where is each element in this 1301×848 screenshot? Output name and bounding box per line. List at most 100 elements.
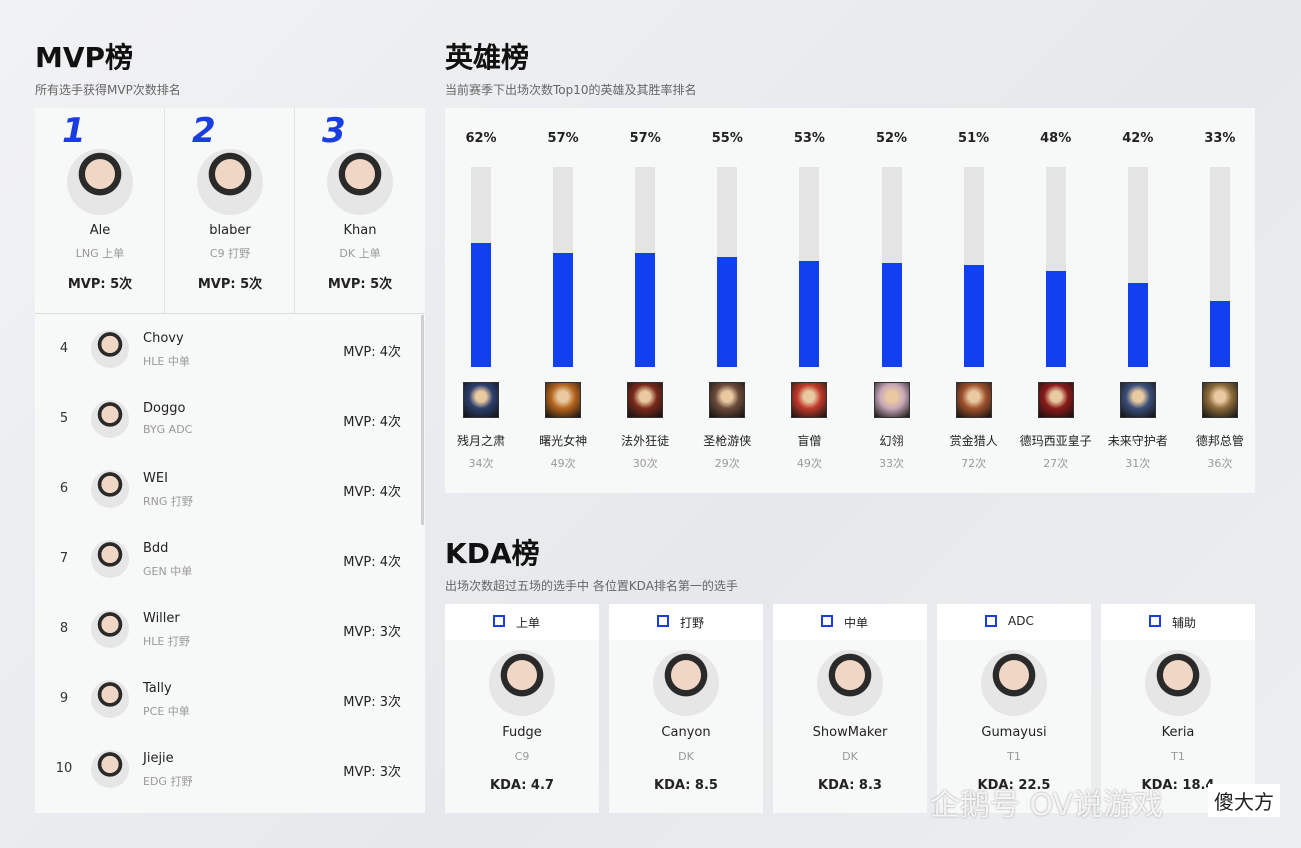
value-label: 62% [465, 131, 497, 146]
hero-icon [955, 382, 992, 418]
hero-games: 30次 [632, 457, 658, 470]
mvp-title: MVP榜 [35, 41, 134, 74]
player-name: Chovy [143, 331, 184, 346]
bar [1209, 301, 1230, 367]
hero-games: 34次 [468, 457, 494, 470]
mvp-count: MVP: 3次 [343, 695, 401, 710]
mvp-count: MVP: 4次 [343, 555, 401, 570]
avatar [91, 750, 129, 788]
kda-value: KDA: 18.4 [1141, 778, 1215, 793]
hero-games: 29次 [714, 457, 740, 470]
position-icon [821, 615, 833, 627]
scrollbar[interactable] [421, 315, 424, 525]
player-team: HLE 打野 [143, 635, 190, 648]
player-name: Willer [143, 611, 180, 626]
player-name: Canyon [661, 725, 711, 740]
kda-title: KDA榜 [445, 537, 540, 570]
bar [799, 261, 820, 367]
avatar [91, 680, 129, 718]
rank: 7 [59, 551, 69, 566]
kda-card-header [773, 604, 927, 640]
divider [164, 108, 165, 313]
hero-name: 未来守护者 [1107, 434, 1168, 448]
value-label: 55% [711, 131, 743, 146]
hero-icon [627, 382, 664, 418]
player-team: DK 上单 [339, 247, 381, 260]
avatar [653, 650, 719, 716]
mvp-count: MVP: 5次 [197, 277, 263, 292]
mvp-count: MVP: 3次 [343, 765, 401, 780]
hero-icon [791, 382, 828, 418]
avatar [91, 540, 129, 578]
avatar [67, 149, 133, 215]
divider [35, 313, 425, 314]
player-name: Gumayusi [981, 725, 1047, 740]
value-label: 51% [958, 131, 990, 146]
rank: 6 [59, 481, 69, 496]
rank: 3 [322, 111, 346, 151]
hero-name: 德玛西亚皇子 [1019, 434, 1092, 448]
avatar [91, 330, 129, 368]
position-icon [1149, 615, 1161, 627]
hero-panel [445, 108, 1255, 493]
avatar [91, 470, 129, 508]
mvp-count: MVP: 4次 [343, 485, 401, 500]
avatar [489, 650, 555, 716]
player-team: GEN 中单 [143, 565, 193, 578]
watermark: 企鹅号 OV说游戏 [930, 788, 1164, 823]
hero-games: 27次 [1043, 457, 1069, 470]
rank: 5 [59, 411, 69, 426]
value-label: 53% [793, 131, 825, 146]
bar [1045, 271, 1066, 367]
player-team: HLE 中单 [143, 355, 190, 368]
player-team: T1 [1171, 750, 1185, 763]
player-team: RNG 打野 [143, 495, 193, 508]
value-label: 57% [547, 131, 579, 146]
kda-card-header [937, 604, 1091, 640]
hero-name: 曙光女神 [539, 434, 588, 448]
position: 上单 [516, 616, 541, 630]
kda-card-header [1101, 604, 1255, 640]
player-name: Fudge [502, 725, 542, 740]
hero-subtitle: 当前赛季下出场次数Top10的英雄及其胜率排名 [445, 83, 697, 97]
player-name: blaber [209, 223, 251, 238]
hero-name: 德邦总管 [1195, 434, 1244, 448]
avatar [817, 650, 883, 716]
position-icon [493, 615, 505, 627]
mvp-count: MVP: 5次 [67, 277, 133, 292]
bar [635, 253, 656, 367]
hero-name: 赏金猎人 [949, 434, 998, 448]
value-label: 57% [629, 131, 661, 146]
rank: 4 [59, 341, 69, 356]
mvp-count: MVP: 5次 [327, 277, 393, 292]
hero-games: 72次 [961, 457, 987, 470]
mvp-count: MVP: 4次 [343, 415, 401, 430]
value-label: 42% [1122, 131, 1154, 146]
rank: 9 [59, 691, 69, 706]
player-team: DK [842, 750, 858, 763]
position: ADC [1008, 614, 1034, 628]
kda-card-header [609, 604, 763, 640]
position: 辅助 [1172, 616, 1197, 630]
bar [881, 263, 902, 367]
bar [963, 265, 984, 367]
avatar [91, 400, 129, 438]
divider [294, 108, 295, 313]
player-team: T1 [1007, 750, 1021, 763]
avatar [1145, 650, 1211, 716]
hero-name: 法外狂徒 [621, 434, 670, 448]
hero-icon [709, 382, 746, 418]
player-name: Khan [343, 223, 377, 238]
kda-card-header [445, 604, 599, 640]
position: 打野 [680, 616, 705, 630]
value-label: 33% [1204, 131, 1236, 146]
hero-icon [463, 382, 499, 418]
position-icon [985, 615, 997, 627]
rank: 10 [55, 761, 73, 776]
avatar [981, 650, 1047, 716]
mvp-count: MVP: 4次 [343, 345, 401, 360]
hero-games: 49次 [550, 457, 576, 470]
watermark-badge: 傻大方 [1208, 784, 1280, 817]
player-team: DK [678, 750, 694, 763]
hero-icon [1037, 382, 1074, 418]
